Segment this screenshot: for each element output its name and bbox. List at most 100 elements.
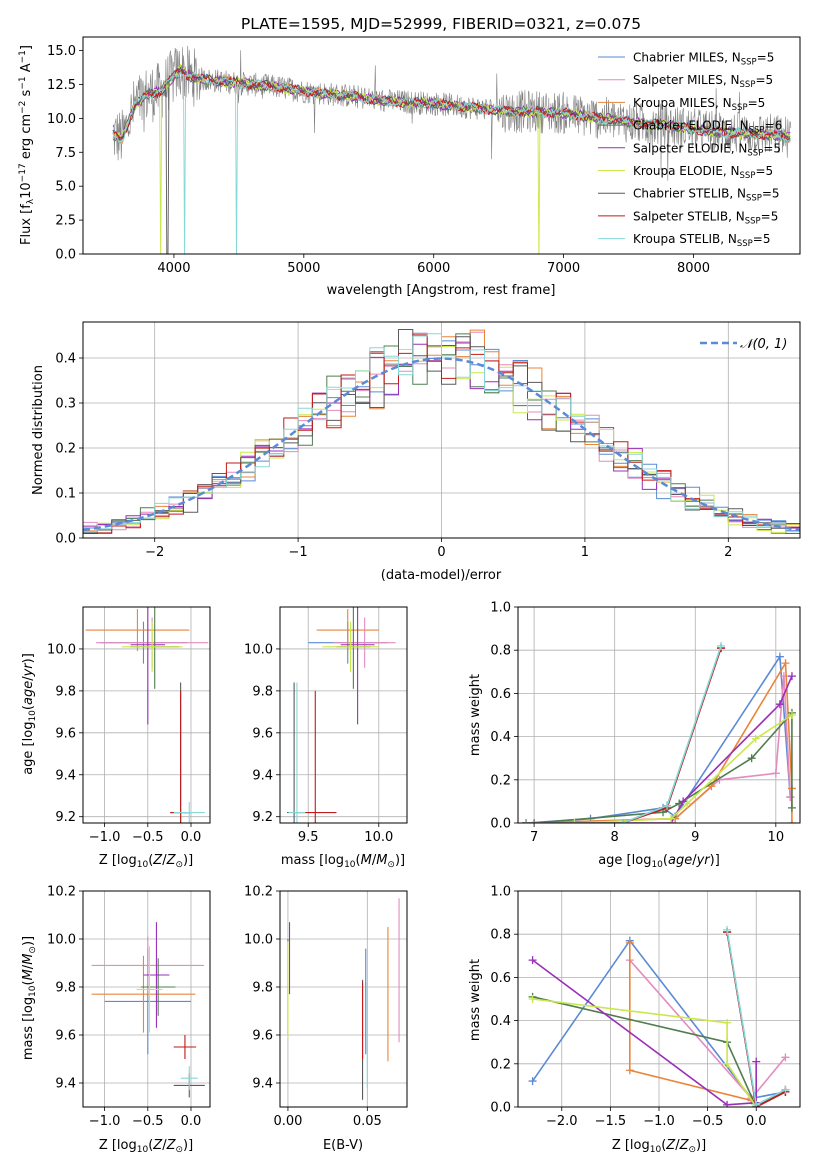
y-tick-label: 10.2 bbox=[244, 885, 273, 900]
errorbar-kroupa-elodie bbox=[136, 946, 163, 1033]
residuals-xlabel: (data-model)/error bbox=[381, 568, 502, 583]
weight-line bbox=[526, 645, 722, 823]
y-tick-label: 0.0 bbox=[55, 532, 76, 547]
y-tick-label: 0.1 bbox=[55, 487, 76, 502]
y-tick-label: 0.6 bbox=[490, 971, 511, 986]
weight-marker bbox=[570, 819, 579, 823]
x-tick-label: 8 bbox=[611, 830, 619, 845]
errorbar-kroupa-miles bbox=[91, 955, 196, 1033]
weight-marker bbox=[683, 799, 692, 808]
x-tick-label: −1 bbox=[289, 545, 308, 560]
weight-series-kroupa-stelib bbox=[723, 925, 790, 1107]
spectrum-marks bbox=[112, 45, 792, 254]
spectrum-title: PLATE=1595, MJD=52999, FIBERID=0321, z=0… bbox=[241, 15, 641, 33]
gaussian-legend-label: 𝒩(0, 1) bbox=[740, 337, 787, 352]
y-tick-label: 10.0 bbox=[47, 642, 76, 657]
x-tick-label: 9 bbox=[691, 830, 699, 845]
x-tick-label: −2 bbox=[145, 545, 164, 560]
weight-series-salpeter-elodie bbox=[528, 956, 761, 1107]
legend-entry: Salpeter ELODIE, NSSP=5 bbox=[633, 141, 781, 158]
residuals-axes: −2 −1 0 1 2 0.0 0.1 0.2 0.3 0.4 bbox=[55, 321, 801, 560]
spectrum-ylabel: Flux [fλ10−17 erg cm−2 s−1 A−1] bbox=[18, 45, 36, 245]
y-tick-label: 9.8 bbox=[55, 684, 76, 699]
y-tick-label: 10.0 bbox=[244, 933, 273, 948]
y-tick-label: 9.2 bbox=[252, 810, 273, 825]
weight-marker bbox=[723, 925, 732, 934]
weight-vs-age-plot-area: 7 8 9 10 0.0 0.2 0.4 0.6 0.8 1.0 bbox=[490, 601, 801, 845]
y-tick-label: 9.8 bbox=[55, 981, 76, 996]
weight-line bbox=[526, 676, 792, 823]
age_vs_Z-axes: −1.0 −0.5 0.0 9.2 9.4 9.6 9.8 10.0 bbox=[47, 606, 211, 845]
x-tick-label: 10.0 bbox=[364, 830, 393, 845]
weight-marker bbox=[787, 819, 796, 823]
x-tick-label: 1 bbox=[581, 545, 589, 560]
mass_vs_ebv-marks bbox=[287, 898, 400, 1100]
legend-entry: Chabrier ELODIE, NSSP=6 bbox=[633, 119, 782, 136]
weight-line bbox=[526, 654, 792, 823]
weight-marker bbox=[723, 1059, 732, 1068]
axes-frame bbox=[82, 36, 801, 255]
weight-line bbox=[534, 710, 793, 823]
observed-spectrum bbox=[112, 45, 792, 181]
axes-frame bbox=[82, 890, 211, 1108]
y-tick-label: 0.0 bbox=[55, 248, 76, 263]
weight-series-kroupa-miles bbox=[522, 659, 796, 823]
weight-vs-age-ylabel: mass weight bbox=[468, 674, 483, 756]
weight-series-chabrier-stelib bbox=[522, 644, 726, 823]
y-tick-label: 9.8 bbox=[252, 684, 273, 699]
age_vs_Z-grid bbox=[83, 607, 210, 823]
gaussian-curve bbox=[83, 357, 800, 532]
weight-marker bbox=[663, 801, 672, 810]
x-tick-label: 10 bbox=[768, 830, 785, 845]
age-vs-metallicity-ylabel: age [log10(age/yr)] bbox=[21, 653, 38, 775]
x-tick-label: 7 bbox=[530, 830, 538, 845]
spectrum-xlabel: wavelength [Angstrom, rest frame] bbox=[327, 283, 556, 298]
errorbar-chabrier-elodie bbox=[140, 958, 176, 1016]
y-tick-label: 9.6 bbox=[252, 1029, 273, 1044]
weight-marker bbox=[787, 711, 796, 719]
weight-marker bbox=[771, 769, 780, 778]
errorbar-salpeter-elodie bbox=[340, 607, 375, 725]
weight-vs-metallicity-ylabel: mass weight bbox=[468, 959, 483, 1041]
x-tick-label: −0.5 bbox=[132, 830, 164, 845]
mass-vs-extinction-xlabel: E(B-V) bbox=[323, 1138, 363, 1153]
weight-marker bbox=[528, 956, 537, 965]
errorbar-kroupa-elodie bbox=[322, 621, 379, 673]
errorbar-salpeter-miles bbox=[91, 936, 204, 995]
mass_vs_ebv-axes: 0.00 0.05 9.4 9.6 9.8 10.0 10.2 bbox=[244, 885, 408, 1129]
x-tick-label: 0.05 bbox=[353, 1114, 382, 1129]
weight-marker bbox=[775, 652, 784, 661]
mass_vs_Z-grid bbox=[83, 890, 210, 1107]
y-tick-label: 0.2 bbox=[55, 442, 76, 457]
weight-marker bbox=[618, 819, 627, 823]
age-vs-metallicity-plot-area: −1.0 −0.5 0.0 9.2 9.4 9.6 9.8 10.0 bbox=[47, 606, 211, 845]
legend-entry: Chabrier STELIB, NSSP=5 bbox=[633, 187, 780, 204]
weight-series-salpeter-elodie bbox=[570, 672, 796, 823]
y-tick-label: 9.4 bbox=[252, 1077, 273, 1092]
axes-frame bbox=[279, 606, 408, 824]
x-tick-label: −1.0 bbox=[643, 1114, 675, 1129]
x-tick-label: 0.0 bbox=[181, 1114, 202, 1129]
errorbar-salpeter-elodie bbox=[130, 607, 166, 725]
x-tick-label: 5000 bbox=[287, 261, 320, 276]
errorbar-kroupa-stelib bbox=[288, 682, 306, 823]
weight-vs-age-xlabel: age [log10(age/yr)] bbox=[598, 853, 720, 870]
x-tick-label: 0 bbox=[437, 545, 445, 560]
x-tick-label: 4000 bbox=[157, 261, 190, 276]
weight-marker bbox=[752, 1057, 761, 1066]
y-tick-label: 9.4 bbox=[252, 768, 273, 783]
x-tick-label: 0.00 bbox=[273, 1114, 302, 1129]
y-tick-label: 0.2 bbox=[490, 773, 511, 788]
age-vs-mass-panel: 9.5 10.0 9.2 9.4 9.6 9.8 10.0 mass [log10(M/M⊙… bbox=[244, 606, 408, 870]
y-tick-label: 10.0 bbox=[47, 933, 76, 948]
y-tick-label: 9.6 bbox=[55, 726, 76, 741]
y-tick-label: 9.6 bbox=[55, 1029, 76, 1044]
weight_vs_Z-grid bbox=[518, 890, 800, 1108]
y-tick-label: 0.8 bbox=[490, 644, 511, 659]
y-tick-label: 10.2 bbox=[47, 885, 76, 900]
residuals-marks bbox=[83, 329, 800, 534]
spectrum-panel: PLATE=1595, MJD=52999, FIBERID=0321, z=0… bbox=[18, 15, 801, 298]
y-tick-label: 0.2 bbox=[490, 1057, 511, 1072]
model-spectrum-kroupa-stelib bbox=[112, 70, 791, 254]
y-tick-label: 0.8 bbox=[490, 928, 511, 943]
